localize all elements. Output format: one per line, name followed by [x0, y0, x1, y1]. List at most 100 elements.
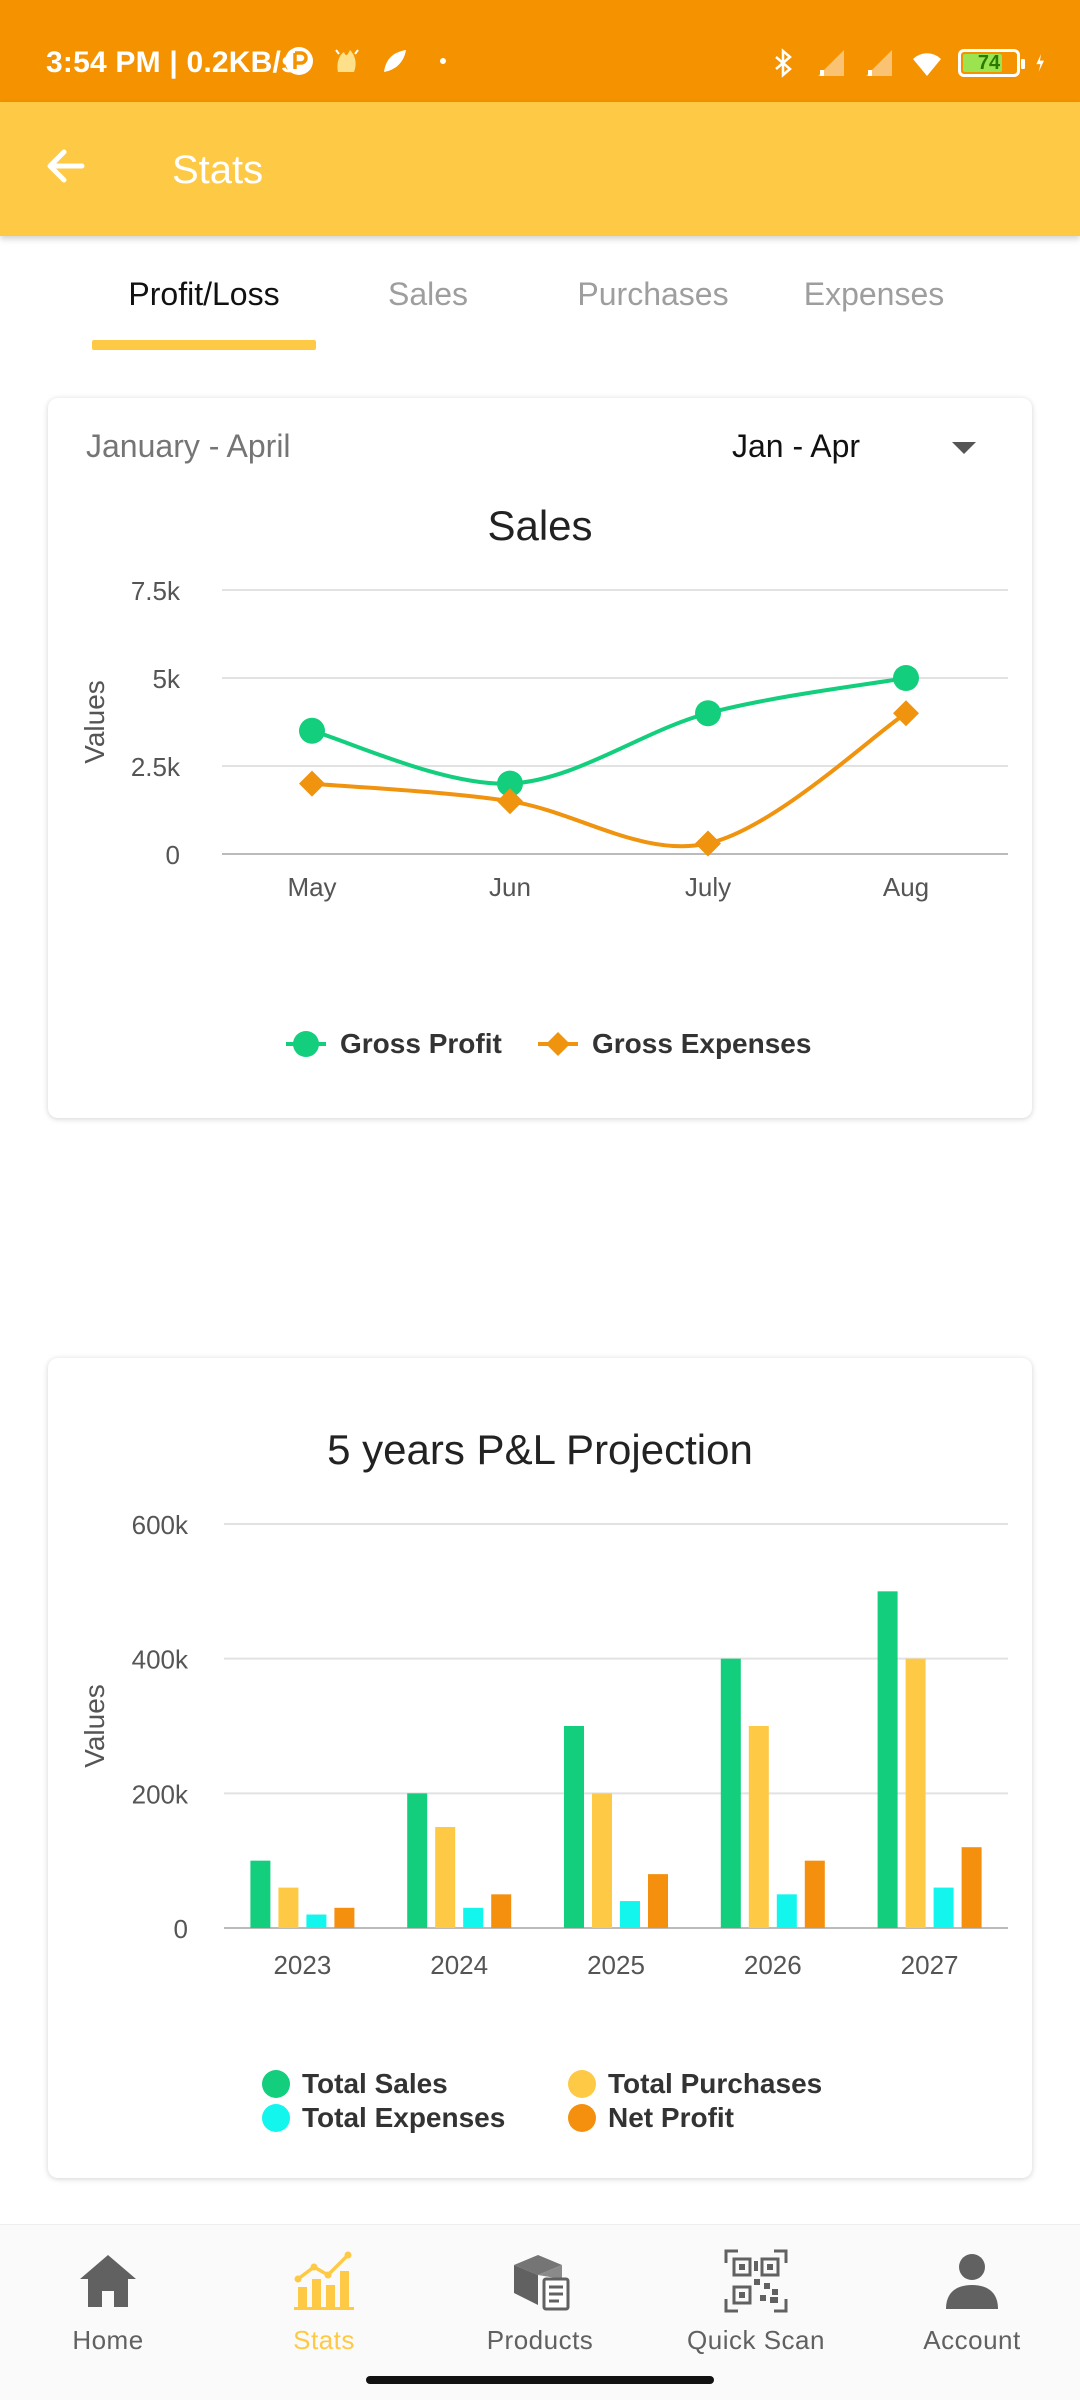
- line-chart-legend: Gross Profit Gross Expenses: [48, 1028, 1032, 1068]
- dot-icon: [440, 58, 446, 64]
- legend-dot-icon: [262, 2070, 290, 2098]
- chevron-down-icon: [952, 442, 976, 454]
- sales-line-chart: 0 2.5k 5k 7.5k Values May Jun July Aug: [79, 576, 1008, 902]
- x-tick-label: July: [685, 872, 731, 902]
- y-tick-label: 400k: [132, 1645, 189, 1675]
- legend-item: Gross Profit: [284, 1028, 502, 1060]
- legend-item: Gross Expenses: [536, 1028, 811, 1060]
- y-tick-label: 200k: [132, 1779, 189, 1809]
- charging-icon: [1036, 54, 1044, 72]
- bar-chart-legend: Total Sales Total Purchases Total Expenses…: [48, 2068, 1032, 2148]
- y-tick-label: 2.5k: [131, 752, 181, 782]
- period-dropdown[interactable]: Jan - Apr: [732, 424, 1002, 474]
- line-chart-title: Sales: [487, 502, 593, 549]
- account-icon: [946, 2254, 998, 2309]
- battery-level: 74: [977, 51, 1001, 74]
- data-point: [695, 830, 721, 857]
- bar: [250, 1860, 271, 1928]
- legend-label: Gross Profit: [340, 1028, 502, 1059]
- x-tick-label: Jun: [489, 872, 531, 902]
- p-icon: [285, 47, 313, 75]
- y-axis-label: Values: [79, 1684, 110, 1768]
- nav-stats[interactable]: Stats: [216, 2249, 432, 2356]
- x-tick-label: 2027: [901, 1950, 959, 1980]
- status-time: 3:54 PM | 0.2KB/s: [46, 46, 298, 79]
- bar: [620, 1901, 640, 1928]
- wifi-icon: [913, 53, 941, 76]
- x-tick-label: 2024: [430, 1950, 488, 1980]
- legend-dot-icon: [568, 2104, 596, 2132]
- nav-products-label: Products: [486, 2325, 594, 2355]
- status-bar: 3:54 PM | 0.2KB/s 74: [0, 0, 1080, 102]
- data-point: [695, 700, 721, 727]
- legend-label: Total Purchases: [608, 2068, 823, 2099]
- legend-label: Net Profit: [608, 2102, 734, 2133]
- bar: [334, 1907, 355, 1928]
- bar: [748, 1726, 769, 1928]
- tab-purchases[interactable]: Purchases: [577, 276, 729, 312]
- nav-account[interactable]: Account: [864, 2249, 1080, 2356]
- bottom-navigation: Home Stats Products: [0, 2224, 1080, 2400]
- nav-home[interactable]: Home: [0, 2249, 216, 2356]
- nav-quick-scan[interactable]: Quick Scan: [648, 2249, 864, 2356]
- data-point: [299, 770, 325, 797]
- tab-expenses[interactable]: Expenses: [803, 276, 945, 312]
- x-tick-label: 2025: [587, 1950, 645, 1980]
- data-point: [497, 788, 523, 815]
- bar: [648, 1874, 668, 1928]
- y-tick-label: 0: [174, 1914, 188, 1944]
- data-point: [497, 770, 523, 797]
- chart-icon: [294, 2251, 354, 2310]
- projection-bar-chart: 0 200k 400k 600k Values 2023 2024 2025 2026 2027: [79, 1510, 1008, 1980]
- legend-dot-icon: [568, 2070, 596, 2098]
- tab-profit-loss[interactable]: Profit/Loss: [128, 276, 280, 312]
- bluetooth-icon: [775, 48, 792, 78]
- y-tick-label: 7.5k: [131, 576, 181, 606]
- y-tick-label: 0: [166, 840, 180, 870]
- nav-products[interactable]: Products: [432, 2249, 648, 2356]
- x-tick-label: Aug: [883, 872, 929, 902]
- legend-label: Total Expenses: [302, 2102, 506, 2133]
- wave-icon: [335, 49, 359, 72]
- bar: [278, 1887, 299, 1928]
- qr-code-icon: [724, 2249, 788, 2313]
- nav-stats-label: Stats: [293, 2325, 355, 2355]
- bar: [776, 1894, 797, 1928]
- tab-indicator: [92, 340, 316, 350]
- bar-chart-title: 5 years P&L Projection: [327, 1426, 753, 1473]
- x-tick-label: May: [287, 872, 336, 902]
- x-tick-label: 2026: [744, 1950, 802, 1980]
- bar: [933, 1887, 954, 1928]
- signal-icon: [866, 50, 892, 76]
- data-point: [299, 717, 325, 744]
- legend-item: Total Sales: [262, 2068, 448, 2100]
- bar: [905, 1658, 926, 1928]
- projection-chart-card: 5 years P&L Projection 0 200k 400k 600k Valu…: [48, 1358, 1032, 2178]
- bar: [592, 1793, 612, 1928]
- circle-marker-icon: [286, 1031, 326, 1057]
- home-indicator: [366, 2376, 714, 2384]
- bar: [877, 1591, 898, 1928]
- signal-icon: [818, 50, 844, 76]
- tab-bar: Profit/Loss Sales Purchases Expenses: [0, 236, 1080, 356]
- diamond-marker-icon: [538, 1032, 578, 1056]
- bar: [961, 1847, 982, 1928]
- page-title: Stats: [172, 148, 264, 192]
- date-range-label: January - April: [86, 428, 291, 464]
- bar: [435, 1827, 456, 1928]
- legend-dot-icon: [262, 2104, 290, 2132]
- tab-sales[interactable]: Sales: [387, 276, 469, 312]
- y-tick-label: 600k: [132, 1510, 189, 1540]
- arrow-left-icon[interactable]: [42, 142, 90, 190]
- status-system-icons: 74: [766, 46, 1054, 80]
- status-notification-icons: [282, 44, 460, 78]
- box-icon: [514, 2255, 570, 2311]
- legend-label: Total Sales: [302, 2068, 448, 2099]
- bar: [804, 1860, 825, 1928]
- bar: [463, 1907, 484, 1928]
- bar: [720, 1658, 741, 1928]
- sales-chart-card: January - April Jan - Apr Sales 0 2.5k 5k 7…: [48, 398, 1032, 1118]
- x-tick-label: 2023: [273, 1950, 331, 1980]
- leaf-icon: [384, 50, 406, 72]
- data-point: [893, 665, 919, 691]
